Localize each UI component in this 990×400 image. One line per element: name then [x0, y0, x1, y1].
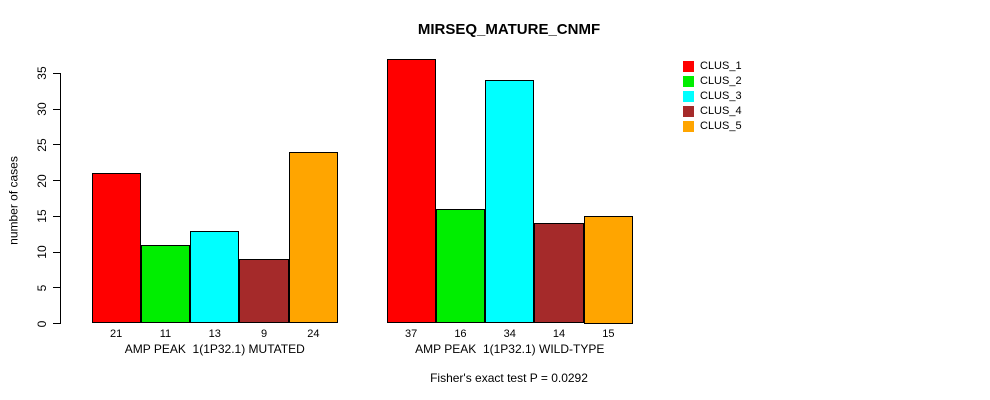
bar-clus_3 [190, 230, 240, 324]
legend: CLUS_1 CLUS_2 CLUS_3 CLUS_4 CLUS_5 [683, 59, 742, 134]
legend-item: CLUS_3 [683, 89, 742, 104]
y-tick-mark [53, 144, 60, 146]
legend-label: CLUS_5 [700, 120, 742, 132]
y-tick-mark [53, 323, 60, 324]
bar-value-label: 9 [260, 328, 268, 340]
bar-clus_4 [239, 259, 289, 324]
group-label: AMP PEAK 1(1P32.1) MUTATED [124, 342, 305, 356]
legend-swatch-clus_5 [683, 121, 694, 132]
y-tick-label: 20 [35, 173, 49, 188]
group-label: AMP PEAK 1(1P32.1) WILD-TYPE [415, 342, 605, 356]
bar-value-label: 21 [110, 328, 123, 340]
bar-value-label: 34 [503, 328, 516, 340]
bar-value-label: 24 [307, 328, 320, 340]
legend-label: CLUS_4 [700, 105, 742, 117]
y-tick-label: 15 [35, 209, 49, 223]
legend-swatch-clus_3 [683, 91, 694, 102]
bar-clus_5 [288, 151, 338, 324]
chart-title: MIRSEQ_MATURE_CNMF [417, 21, 601, 38]
bar-clus_2 [140, 244, 191, 324]
bar-clus_1 [386, 58, 436, 324]
bar-clus_3 [485, 80, 535, 324]
y-tick-label: 5 [35, 284, 49, 292]
y-tick-mark [53, 72, 60, 74]
y-tick-mark [53, 180, 60, 181]
legend-swatch-clus_1 [683, 61, 694, 72]
y-tick-mark [53, 251, 60, 253]
bar-clus_1 [91, 173, 141, 324]
bar-value-label: 13 [208, 328, 221, 340]
legend-item: CLUS_5 [683, 119, 742, 134]
legend-label: CLUS_3 [700, 90, 742, 102]
bar-value-label: 14 [552, 328, 566, 340]
bar-value-label: 11 [159, 328, 172, 340]
y-tick-label: 10 [35, 245, 49, 259]
legend-label: CLUS_1 [700, 60, 742, 72]
y-tick-label: 30 [35, 102, 49, 116]
legend-item: CLUS_1 [683, 59, 742, 74]
y-tick-label: 0 [35, 320, 49, 327]
y-tick-label: 25 [35, 138, 49, 152]
y-axis-line [60, 73, 61, 324]
bar-clus_2 [435, 209, 486, 324]
bar-value-label: 15 [602, 328, 615, 340]
legend-swatch-clus_2 [683, 76, 694, 87]
fisher-test-annotation: Fisher's exact test P = 0.0292 [430, 371, 588, 385]
y-axis-title: number of cases [6, 156, 21, 245]
legend-item: CLUS_4 [683, 104, 742, 119]
legend-label: CLUS_2 [700, 75, 742, 87]
y-tick-mark [53, 215, 60, 217]
legend-swatch-clus_4 [683, 106, 694, 117]
bar-value-label: 16 [454, 328, 467, 340]
y-tick-label: 35 [35, 66, 49, 80]
bar-value-label: 37 [405, 328, 418, 340]
y-tick-mark [53, 287, 60, 289]
bar-clus_4 [534, 223, 584, 324]
y-tick-mark [53, 108, 60, 110]
legend-item: CLUS_2 [683, 74, 742, 89]
bar-clus_5 [583, 216, 633, 324]
